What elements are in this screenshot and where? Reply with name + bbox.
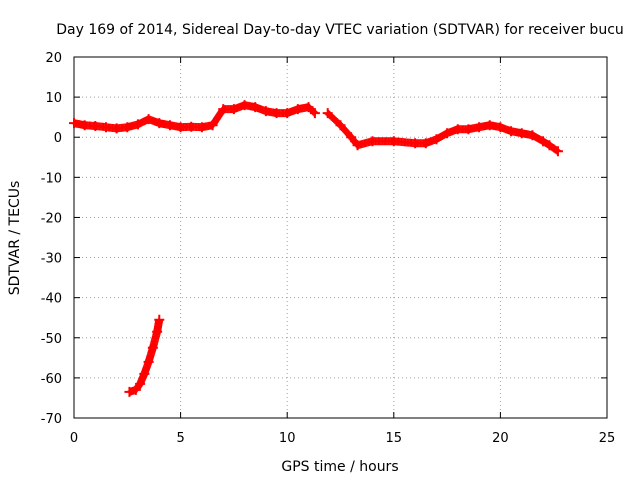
y-tick-labels: 20 10 0 -10 -20 -30 -40 -50 -60 -70 [41, 51, 62, 427]
y-tick-label: -10 [41, 171, 62, 186]
data-point [90, 120, 101, 131]
data-point [431, 134, 442, 145]
y-tick-label: -30 [41, 252, 62, 267]
data-point [352, 140, 363, 151]
data-point [79, 120, 90, 131]
data-point [484, 120, 495, 131]
y-tick-label: -20 [41, 211, 62, 226]
x-tick-label: 15 [386, 431, 403, 446]
x-axis-label: GPS time / hours [281, 459, 398, 475]
data-point [538, 136, 549, 147]
data-point [69, 118, 79, 129]
data-point [143, 114, 154, 125]
series-2 [322, 108, 563, 157]
series-1 [69, 100, 320, 134]
x-tick-labels: 0 5 10 15 20 25 [70, 431, 615, 446]
y-tick-label: -70 [41, 412, 62, 427]
y-tick-label: -60 [41, 372, 62, 387]
data-point [135, 378, 146, 389]
y-tick-label: 20 [45, 51, 62, 66]
data-point [506, 126, 517, 137]
plot-frame [73, 56, 608, 419]
data-point [452, 124, 463, 135]
axis-ticks [73, 56, 608, 419]
data-point [196, 122, 207, 133]
data-point [367, 136, 378, 147]
data-series [69, 100, 563, 397]
x-tick-label: 25 [599, 431, 616, 446]
data-point [139, 368, 150, 379]
y-tick-label: -40 [41, 292, 62, 307]
data-point [474, 122, 485, 133]
data-point [130, 384, 141, 395]
data-point [100, 122, 111, 133]
data-point [322, 108, 333, 119]
data-point [420, 138, 431, 149]
data-point [346, 132, 357, 143]
data-point [239, 100, 250, 111]
data-point [282, 108, 293, 119]
x-tick-label: 20 [492, 431, 509, 446]
data-point [292, 104, 303, 115]
data-point [186, 121, 197, 132]
x-tick-label: 10 [279, 431, 296, 446]
data-point [143, 356, 154, 367]
data-point [309, 108, 320, 119]
data-point [147, 342, 158, 353]
y-tick-label: 0 [54, 131, 62, 146]
data-point [552, 146, 563, 157]
data-point [228, 104, 239, 115]
data-point [122, 122, 133, 133]
y-tick-label: -50 [41, 332, 62, 347]
x-tick-label: 0 [70, 431, 78, 446]
data-point [207, 120, 218, 131]
data-point [154, 118, 165, 129]
grid-lines [74, 57, 607, 418]
data-point [516, 128, 527, 139]
data-point [335, 120, 346, 131]
x-tick-label: 5 [176, 431, 184, 446]
data-point [410, 138, 421, 149]
data-point [303, 102, 314, 113]
data-point [527, 130, 538, 141]
y-axis-label: SDTVAR / TECUs [7, 181, 23, 296]
data-point [164, 120, 175, 131]
data-point [388, 136, 399, 147]
y-tick-label: 10 [45, 91, 62, 106]
data-point [250, 102, 261, 113]
data-point [544, 140, 555, 151]
data-point [111, 123, 122, 134]
data-point [175, 122, 186, 133]
data-point [463, 124, 474, 135]
data-point [152, 326, 163, 337]
data-point [442, 128, 453, 139]
data-point [124, 386, 135, 397]
data-point [495, 122, 506, 133]
data-point [218, 104, 229, 115]
chart-title: Day 169 of 2014, Sidereal Day-to-day VTE… [56, 22, 624, 38]
data-marker [309, 107, 318, 116]
data-point [132, 119, 143, 130]
series-3 [124, 314, 165, 397]
data-point [154, 314, 165, 325]
data-point [260, 106, 271, 117]
data-point [271, 108, 282, 119]
